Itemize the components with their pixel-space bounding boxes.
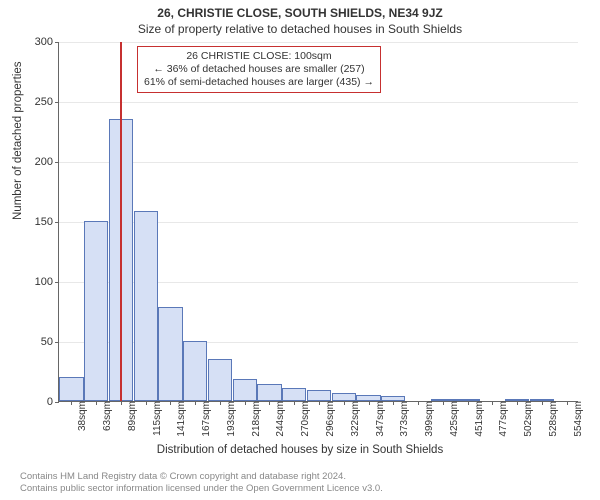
xtick-mark: [71, 401, 72, 405]
gridline: [59, 42, 578, 43]
histogram-bar: [307, 390, 331, 401]
xtick-mark: [220, 401, 221, 405]
xtick-mark: [492, 401, 493, 405]
gridline: [59, 102, 578, 103]
xtick-label: 63sqm: [100, 401, 113, 431]
xtick-label: 399sqm: [422, 401, 435, 437]
histogram-bar: [332, 393, 356, 401]
histogram-bar: [208, 359, 232, 401]
xtick-mark: [96, 401, 97, 405]
histogram-bar: [183, 341, 207, 401]
xtick-label: 296sqm: [323, 401, 336, 437]
xtick-label: 38sqm: [75, 401, 88, 431]
xtick-mark: [443, 401, 444, 405]
xtick-mark: [146, 401, 147, 405]
xtick-label: 477sqm: [496, 401, 509, 437]
xtick-mark: [269, 401, 270, 405]
annotation-line: 26 CHRISTIE CLOSE: 100sqm: [144, 50, 374, 63]
page-address-title: 26, CHRISTIE CLOSE, SOUTH SHIELDS, NE34 …: [0, 0, 600, 20]
xtick-label: 244sqm: [273, 401, 286, 437]
histogram-bar: [257, 384, 281, 401]
histogram-bar: [134, 211, 158, 401]
xtick-mark: [319, 401, 320, 405]
xtick-label: 425sqm: [447, 401, 460, 437]
ytick-label: 200: [35, 156, 59, 168]
ytick-label: 150: [35, 216, 59, 228]
y-axis-label: Number of detached properties: [12, 61, 24, 220]
xtick-label: 373sqm: [397, 401, 410, 437]
xtick-mark: [393, 401, 394, 405]
xtick-mark: [195, 401, 196, 405]
ytick-label: 300: [35, 36, 59, 48]
ytick-label: 0: [47, 396, 59, 408]
xtick-label: 554sqm: [571, 401, 584, 437]
xtick-mark: [121, 401, 122, 405]
xtick-mark: [294, 401, 295, 405]
histogram-bar: [59, 377, 83, 401]
annotation-line: ← 36% of detached houses are smaller (25…: [144, 63, 374, 76]
ytick-label: 50: [41, 336, 59, 348]
xtick-label: 167sqm: [199, 401, 212, 437]
page-subtitle: Size of property relative to detached ho…: [0, 20, 600, 38]
xtick-mark: [369, 401, 370, 405]
histogram-bar: [158, 307, 182, 401]
y-axis-label-container: Number of detached properties: [0, 0, 58, 500]
xtick-label: 193sqm: [224, 401, 237, 437]
xtick-label: 347sqm: [373, 401, 386, 437]
xtick-mark: [418, 401, 419, 405]
chart-plot-area: 05010015020025030038sqm63sqm89sqm115sqm1…: [58, 42, 578, 402]
xtick-label: 218sqm: [249, 401, 262, 437]
xtick-label: 141sqm: [174, 401, 187, 437]
xtick-mark: [567, 401, 568, 405]
annotation-line: 61% of semi-detached houses are larger (…: [144, 76, 374, 89]
gridline: [59, 162, 578, 163]
xtick-mark: [542, 401, 543, 405]
footer-attribution: Contains HM Land Registry data © Crown c…: [20, 471, 383, 494]
xtick-label: 451sqm: [472, 401, 485, 437]
xtick-mark: [245, 401, 246, 405]
ytick-label: 250: [35, 96, 59, 108]
histogram-bar: [282, 388, 306, 401]
footer-line-1: Contains HM Land Registry data © Crown c…: [20, 471, 383, 482]
xtick-mark: [517, 401, 518, 405]
xtick-label: 528sqm: [546, 401, 559, 437]
ytick-label: 100: [35, 276, 59, 288]
xtick-mark: [468, 401, 469, 405]
histogram-bar: [233, 379, 257, 401]
footer-line-2: Contains public sector information licen…: [20, 483, 383, 494]
xtick-mark: [344, 401, 345, 405]
xtick-label: 115sqm: [150, 401, 163, 436]
xtick-label: 502sqm: [521, 401, 534, 437]
xtick-mark: [170, 401, 171, 405]
histogram-bar: [84, 221, 108, 401]
xtick-label: 270sqm: [298, 401, 311, 437]
reference-line: [120, 42, 122, 401]
plot-frame: 05010015020025030038sqm63sqm89sqm115sqm1…: [58, 42, 578, 402]
annotation-callout: 26 CHRISTIE CLOSE: 100sqm← 36% of detach…: [137, 46, 381, 93]
xtick-label: 322sqm: [348, 401, 361, 437]
x-axis-label: Distribution of detached houses by size …: [0, 444, 600, 456]
xtick-label: 89sqm: [125, 401, 138, 431]
